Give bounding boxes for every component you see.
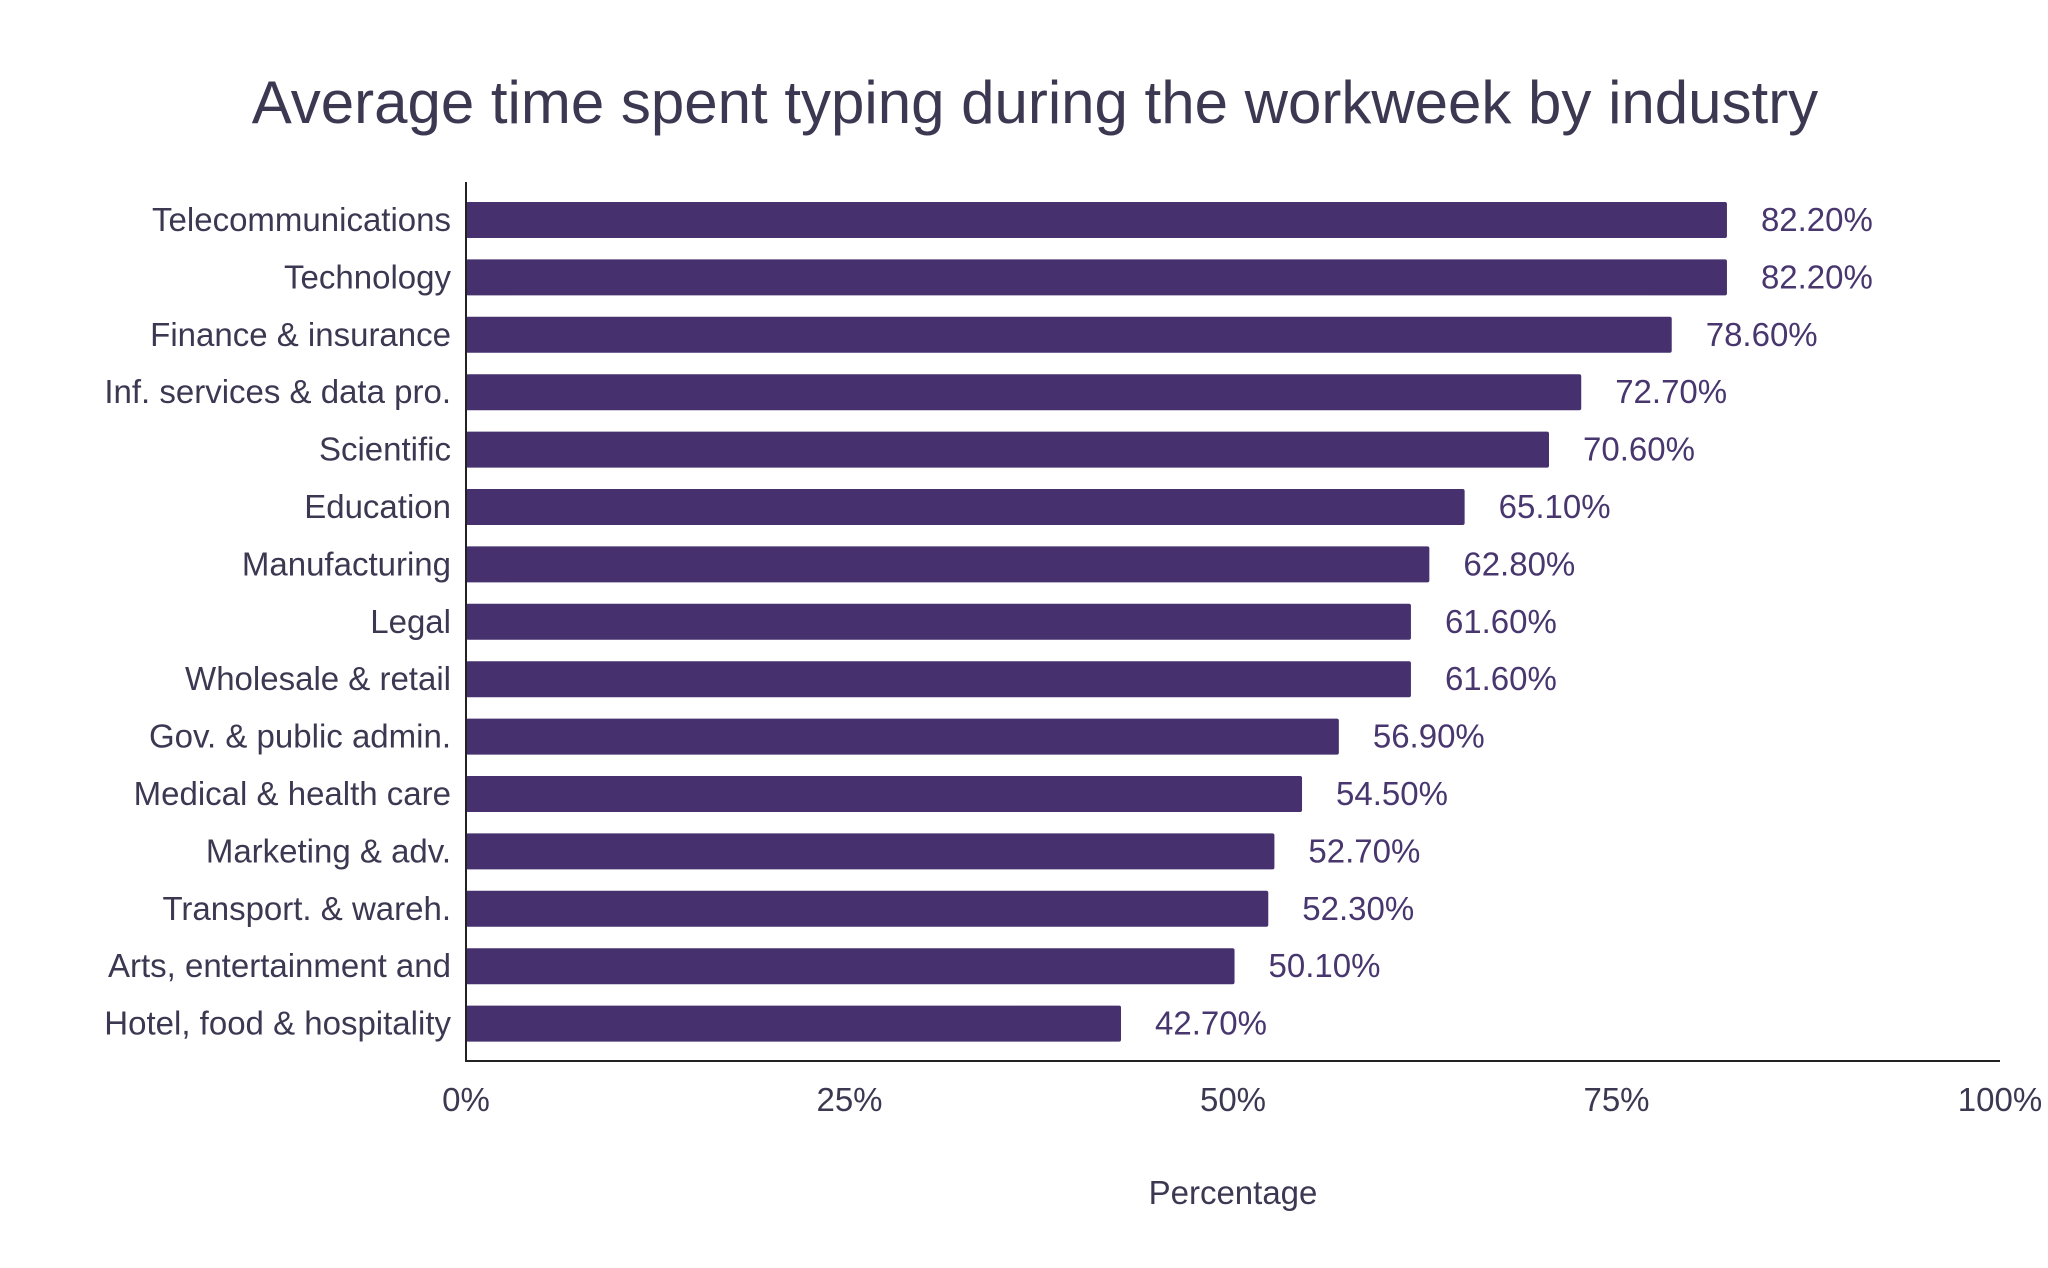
x-tick-label: 100% (1958, 1081, 2042, 1118)
bar (466, 316, 1672, 353)
category-label: Education (304, 488, 451, 525)
bar (466, 948, 1235, 985)
data-label: 82.20% (1761, 258, 1873, 295)
bar (466, 489, 1465, 525)
bar (466, 1005, 1122, 1042)
data-label: 65.10% (1499, 488, 1611, 525)
x-tick-label: 75% (1583, 1081, 1649, 1118)
bar (466, 259, 1727, 296)
data-label: 70.60% (1583, 431, 1695, 468)
category-label: Marketing & adv. (206, 832, 451, 869)
x-tick-label: 0% (442, 1081, 490, 1118)
data-label: 61.60% (1445, 660, 1557, 697)
category-label: Telecommunications (152, 201, 451, 238)
bar (466, 661, 1411, 698)
data-label: 42.70% (1155, 1005, 1267, 1042)
category-label: Gov. & public admin. (149, 718, 451, 755)
data-label: 78.60% (1706, 316, 1818, 353)
data-label: 52.70% (1308, 832, 1420, 869)
x-axis-title: Percentage (1149, 1174, 1318, 1211)
data-label: 72.70% (1615, 373, 1727, 410)
bar (466, 603, 1411, 640)
category-label: Scientific (319, 431, 451, 468)
bar (466, 431, 1550, 468)
bar (466, 833, 1275, 870)
bar (466, 202, 1727, 238)
x-tick-label: 50% (1200, 1081, 1266, 1118)
category-label: Wholesale & retail (185, 660, 451, 697)
category-label: Legal (370, 603, 451, 640)
category-label: Inf. services & data pro. (104, 373, 451, 410)
category-label: Arts, entertainment and (108, 947, 451, 984)
bar (466, 890, 1269, 927)
x-axis-tick-labels: 0% 25% 50% 75% 100% (442, 1081, 2042, 1118)
data-label: 82.20% (1761, 201, 1873, 238)
data-label: 52.30% (1302, 890, 1414, 927)
bar (466, 546, 1430, 583)
bar (466, 374, 1582, 411)
data-label: 56.90% (1373, 718, 1485, 755)
data-label: 54.50% (1336, 775, 1448, 812)
data-label: 61.60% (1445, 603, 1557, 640)
category-labels: Telecommunications Technology Finance & in… (104, 201, 451, 1042)
data-label: 50.10% (1269, 947, 1381, 984)
category-label: Hotel, food & hospitality (104, 1005, 451, 1042)
data-label: 62.80% (1463, 545, 1575, 582)
bar (466, 718, 1339, 755)
value-labels: 82.20% 82.20% 78.60% 72.70% 70.60% 65.10% 62.8… (1155, 201, 1873, 1042)
category-label: Transport. & wareh. (162, 890, 451, 927)
category-label: Manufacturing (242, 545, 451, 582)
bar (466, 776, 1303, 812)
chart-title: Average time spent typing during the wor… (252, 69, 1818, 136)
category-label: Medical & health care (134, 775, 451, 812)
category-label: Finance & insurance (150, 316, 451, 353)
x-tick-label: 25% (816, 1081, 882, 1118)
bars-group (466, 202, 1727, 1042)
category-label: Technology (284, 258, 451, 295)
